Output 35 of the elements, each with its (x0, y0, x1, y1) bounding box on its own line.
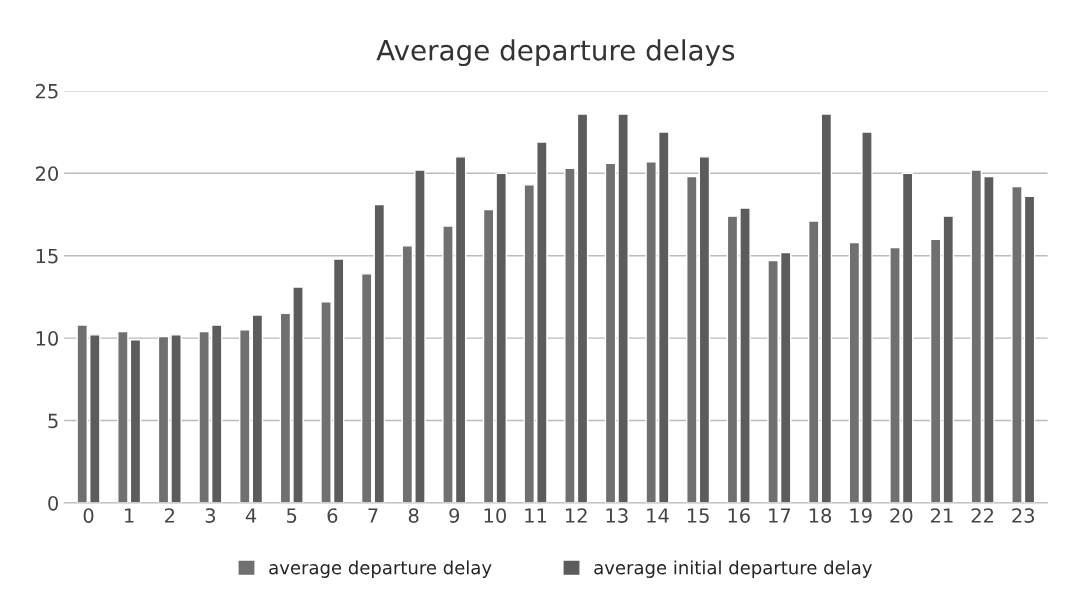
x-tick-label: 16 (728, 508, 750, 523)
x-tick-label: 6 (327, 508, 338, 523)
y-tick-label: 10 (36, 331, 58, 346)
x-tick-label: 23 (1012, 508, 1035, 523)
x-tick-label: 18 (809, 508, 832, 523)
x-tick-label: 0 (83, 508, 94, 523)
x-tick-label: 7 (368, 508, 378, 523)
y-tick-label: 0 (48, 495, 58, 511)
x-tick-label: 4 (245, 508, 257, 523)
y-tick-label: 5 (48, 413, 58, 429)
x-tick-label: 10 (484, 508, 506, 523)
x-tick-label: 13 (606, 508, 628, 523)
x-tick-label: 9 (449, 508, 460, 523)
x-tick-label: 11 (525, 508, 547, 523)
x-tick-label: 1 (125, 508, 134, 523)
y-tick-label: 25 (35, 83, 58, 99)
x-tick-label: 5 (287, 508, 297, 523)
x-tick-label: 12 (565, 508, 587, 523)
x-tick-label: 8 (408, 508, 419, 523)
x-tick-label: 2 (165, 508, 175, 523)
x-tick-label: 19 (850, 508, 872, 523)
x-tick-label: 22 (971, 508, 994, 523)
x-tick-label: 3 (205, 508, 216, 523)
x-tick-label: 21 (931, 508, 953, 523)
legend-label: average initial departure delay (594, 560, 872, 578)
x-tick-label: 20 (890, 508, 913, 523)
bar (360, 273, 373, 503)
legend-label: average departure delay (269, 560, 492, 578)
bar (373, 203, 386, 503)
x-tick-label: 14 (647, 508, 669, 523)
chart-title: Average departure delays (376, 39, 735, 67)
y-tick-label: 15 (36, 248, 58, 264)
y-tick-label: 20 (35, 166, 58, 181)
x-tick-label: 15 (687, 508, 709, 523)
x-tick-label: 17 (769, 508, 791, 523)
